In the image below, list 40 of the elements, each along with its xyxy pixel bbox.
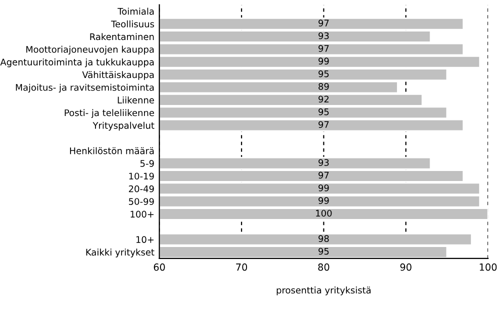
data-label: 97 (318, 20, 329, 26)
y-tick-label: 5-9 (140, 160, 154, 167)
y-tick-label: 10-19 (129, 172, 154, 180)
data-label: 93 (318, 159, 329, 166)
y-tick-label: Majoitus- ja ravitsemistoiminta (16, 84, 154, 93)
x-tick-label: 60 (154, 263, 165, 271)
data-label: 97 (318, 45, 329, 52)
x-tick-label: 100 (480, 263, 497, 271)
y-tick-label: Henkilöstön määrä (70, 147, 154, 154)
data-label: 100 (316, 210, 332, 217)
data-label: 95 (318, 70, 329, 78)
x-axis-title: prosenttia yrityksistä (276, 286, 371, 296)
y-tick-label: 50-99 (128, 198, 154, 205)
data-label: 92 (318, 96, 329, 103)
y-tick-label: Toimiala (118, 8, 154, 15)
data-label: 99 (318, 197, 329, 204)
y-tick-label: Moottoriajoneuvojen kauppa (26, 46, 154, 55)
y-tick-label: Teollisuus (111, 20, 154, 28)
data-label: 97 (318, 121, 329, 128)
data-label: 98 (318, 235, 329, 242)
y-tick-label: 10+ (136, 236, 154, 243)
data-label: 95 (318, 108, 329, 116)
x-tick-label: 80 (318, 263, 330, 271)
y-tick-label: Kaikki yritykset (86, 248, 154, 258)
data-label: 99 (318, 184, 329, 192)
data-label: 99 (318, 58, 329, 65)
data-label: 89 (318, 83, 329, 90)
data-label: 97 (318, 172, 329, 179)
y-tick-label: Agentuuritoiminta ja tukkukauppa (0, 58, 154, 68)
x-tick-label: 90 (400, 263, 412, 271)
data-label: 95 (318, 248, 329, 255)
y-tick-label: Posti- ja teleliikenne (64, 109, 154, 118)
y-tick-label: Vähittäiskauppa (82, 71, 154, 80)
y-tick-label: Rakentaminen (90, 33, 154, 40)
data-label: 93 (318, 32, 329, 40)
y-tick-label: 100+ (130, 210, 154, 218)
y-tick-label: Yrityspalvelut (92, 122, 154, 131)
y-tick-label: 20-49 (128, 185, 154, 192)
y-tick-label: Liikenne (118, 96, 154, 104)
x-tick-label: 70 (236, 263, 248, 271)
